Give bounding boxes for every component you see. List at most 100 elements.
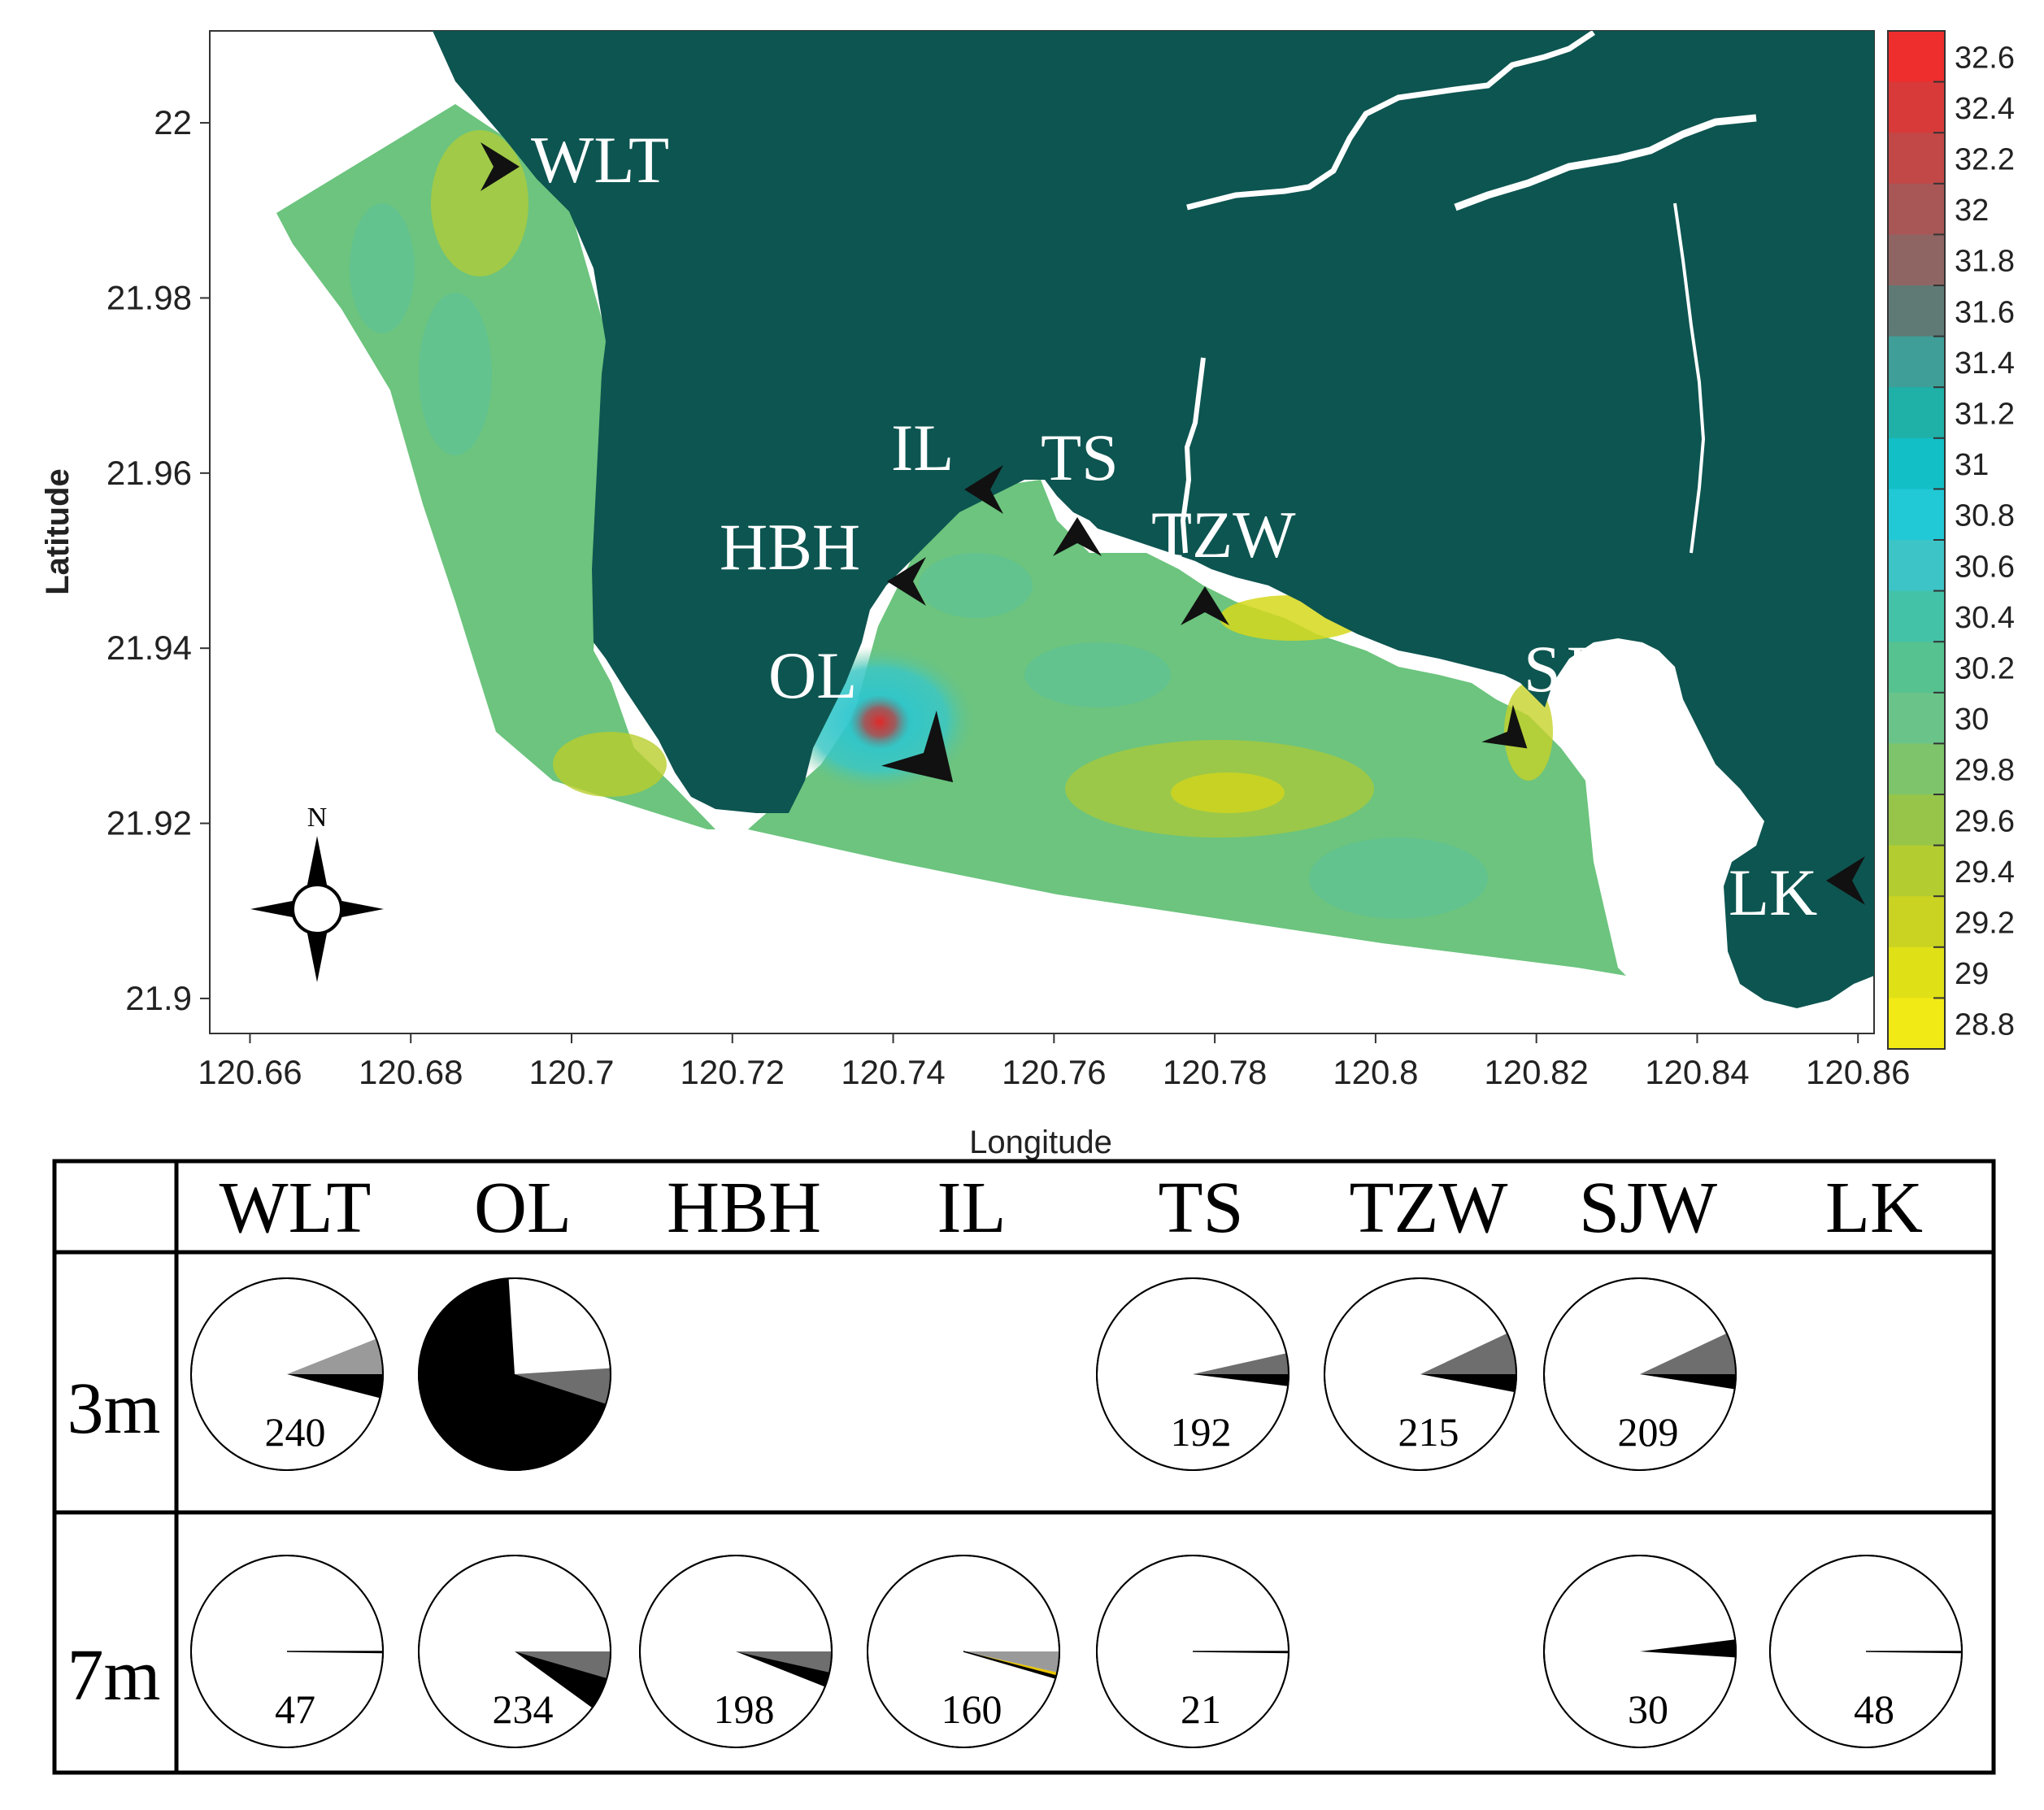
- compass-rose: N: [250, 803, 384, 982]
- pie-border: [190, 1277, 384, 1471]
- compass-west-arm: [250, 899, 301, 919]
- colorbar-label: 28.8: [1955, 1008, 2015, 1042]
- colorbar-segment: [1888, 489, 1945, 541]
- x-axis-title: Longitude: [969, 1125, 1112, 1160]
- pie-count-label: 160: [942, 1686, 1002, 1732]
- river-tzw: [1180, 357, 1206, 554]
- pie-chart-hbh-7m: 198: [639, 1555, 833, 1748]
- pie-slice: [287, 1374, 383, 1399]
- pie-border: [418, 1555, 611, 1748]
- colorbar-label: 29: [1955, 957, 1989, 991]
- colorbar-label: 32.6: [1955, 41, 2015, 75]
- pie-slice: [1193, 1374, 1289, 1386]
- colorbar-segment: [1888, 336, 1945, 388]
- pie-slice: [1640, 1639, 1736, 1658]
- map-panel: 120.66 120.68 120.7 120.72 120.74 120.76 120.7…: [40, 30, 2015, 1160]
- colorbar-label: 31.4: [1955, 346, 2015, 381]
- pie-border: [1543, 1277, 1737, 1471]
- colorbar-segment: [1888, 133, 1945, 185]
- site-arrow-icon: [1181, 586, 1229, 625]
- pie-slice: [419, 1278, 607, 1471]
- pie-chart-ts-3m: 192: [1096, 1277, 1289, 1471]
- pie-chart-sjw-3m: 209: [1543, 1277, 1737, 1471]
- column-header-ts: TS: [1158, 1168, 1243, 1248]
- pie-slice: [736, 1651, 830, 1687]
- x-tick-label: 120.66: [198, 1053, 302, 1091]
- river-sjw: [1673, 202, 1706, 554]
- column-header-ol: OL: [474, 1168, 572, 1248]
- site-label-ts: TS: [1041, 420, 1119, 494]
- pie-border: [190, 1555, 384, 1748]
- contour-warm-wlt: [431, 130, 528, 276]
- pie-chart-ol-3m: 204: [418, 1277, 611, 1471]
- colorbar-segment: [1888, 437, 1945, 489]
- pie-chart-sjw-7m: 30: [1543, 1555, 1737, 1748]
- x-axis: 120.66 120.68 120.7 120.72 120.74 120.76 120.7…: [198, 1033, 1910, 1091]
- pie-slice: [515, 1651, 611, 1678]
- x-tick-label: 120.82: [1484, 1053, 1588, 1091]
- pie-border: [1096, 1277, 1289, 1471]
- y-axis-title: Latitude: [40, 468, 76, 595]
- site-label-tzw: TZW: [1151, 498, 1296, 572]
- pie-count-label: 47: [275, 1686, 315, 1732]
- x-tick-label: 120.68: [359, 1053, 463, 1091]
- site-label-hbh: HBH: [720, 510, 860, 584]
- pie-border: [639, 1555, 833, 1748]
- y-tick-label: 21.9: [125, 979, 192, 1017]
- colorbar: 32.6 32.4 32.2 32 31.8 31.6 31.4 31.2 31 30.8 30.6…: [1887, 30, 2015, 1050]
- river-north-1: [1186, 31, 1595, 211]
- contour-cool-east: [1309, 838, 1488, 919]
- colorbar-label: 30.2: [1955, 652, 2015, 686]
- site-label-wlt: WLT: [531, 123, 669, 197]
- pie-border: [1543, 1555, 1737, 1748]
- pie-count-label: 30: [1628, 1686, 1668, 1732]
- contour-warm-sjw: [1504, 683, 1553, 781]
- temperature-contour-field: [276, 104, 1626, 976]
- x-tick-label: 120.7: [528, 1053, 614, 1091]
- pie-count-label: 240: [265, 1409, 326, 1455]
- pie-slice: [515, 1368, 611, 1404]
- compass-north-label: N: [307, 803, 328, 833]
- colorbar-label: 29.2: [1955, 907, 2015, 941]
- site-arrow-icon: [1826, 856, 1865, 905]
- colorbar-segment: [1888, 234, 1945, 286]
- colorbar-label: 32.4: [1955, 92, 2015, 126]
- colorbar-label: 32.2: [1955, 143, 2015, 177]
- pie-chart-tzw-3m: 215: [1324, 1277, 1517, 1471]
- x-tick-label: 120.76: [1002, 1053, 1106, 1091]
- site-labels: WLT IL TS HBH TZW OL SJW LK: [531, 123, 1817, 929]
- colorbar-label: 29.8: [1955, 754, 2015, 788]
- pie-border: [867, 1555, 1060, 1748]
- row-label-7m: 7m: [67, 1635, 160, 1716]
- pie-slice: [1640, 1374, 1736, 1390]
- column-header-wlt: WLT: [220, 1168, 372, 1248]
- x-tick-label: 120.72: [681, 1053, 785, 1091]
- compass-east-arm: [333, 899, 384, 919]
- colorbar-segment: [1888, 946, 1945, 999]
- x-tick-label: 120.86: [1806, 1053, 1910, 1091]
- colorbar-label: 31.6: [1955, 295, 2015, 329]
- site-arrow-icon: [964, 465, 1003, 514]
- pie-table: WLT OL HBH IL TS TZW SJW LK 3m 7m 240 204 192 215 2…: [52, 1159, 1996, 1775]
- pie-count-label: 21: [1181, 1686, 1221, 1732]
- colorbar-label: 30.6: [1955, 550, 2015, 584]
- contour-cool-west: [419, 293, 492, 455]
- pie-slice: [736, 1651, 832, 1673]
- colorbar-label: 30.8: [1955, 499, 2015, 533]
- land-mass: [433, 31, 1874, 1008]
- colorbar-segment: [1888, 31, 1945, 83]
- y-tick-label: 21.92: [107, 804, 192, 842]
- colorbar-segment: [1888, 794, 1945, 846]
- colorbar-segment: [1888, 692, 1945, 744]
- colorbar-segment: [1888, 896, 1945, 948]
- colorbar-label: 32: [1955, 194, 1989, 228]
- pie-slice: [1420, 1333, 1516, 1374]
- y-axis: 22 21.98 21.96 21.94 21.92 21.9: [107, 103, 210, 1017]
- compass-south-arm: [306, 925, 328, 982]
- pie-chart-wlt-3m: 240: [190, 1277, 384, 1471]
- site-label-sjw: SJW: [1524, 632, 1650, 706]
- y-tick-label: 21.94: [107, 629, 192, 667]
- colorbar-label: 31.8: [1955, 245, 2015, 279]
- pie-slice: [515, 1651, 607, 1708]
- column-header-sjw: SJW: [1579, 1168, 1717, 1248]
